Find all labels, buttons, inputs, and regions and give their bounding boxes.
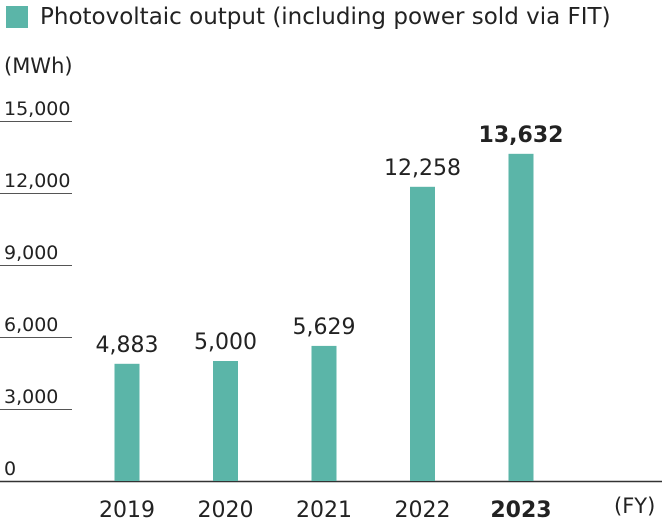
legend-label: Photovoltaic output (including power sol… [40,4,611,30]
data-label: 4,883 [96,333,159,358]
legend-swatch [6,6,28,28]
legend: Photovoltaic output (including power sol… [6,2,611,32]
y-tick-label: 3,000 [4,386,58,408]
y-axis-unit: (MWh) [4,54,73,78]
bar [213,361,238,481]
x-axis-unit: (FY) [614,494,656,518]
x-tick-label: 2019 [99,498,155,522]
data-label: 13,632 [479,123,564,148]
y-tick-label: 12,000 [4,170,70,192]
x-tick-label: 2023 [490,498,551,522]
bar [410,186,435,482]
data-label: 5,000 [194,330,257,355]
bar [508,153,534,481]
x-tick-label: 2021 [296,498,352,522]
data-label: 12,258 [384,156,461,181]
y-tick-label: 9,000 [4,242,58,264]
bar [311,345,337,481]
x-tick-label: 2020 [198,498,254,522]
data-label: 5,629 [293,315,356,340]
bar [114,363,140,481]
y-tick-label: 6,000 [4,314,58,336]
y-tick-label: 0 [4,458,16,480]
y-tick-label: 15,000 [4,98,70,120]
x-tick-label: 2022 [395,498,451,522]
